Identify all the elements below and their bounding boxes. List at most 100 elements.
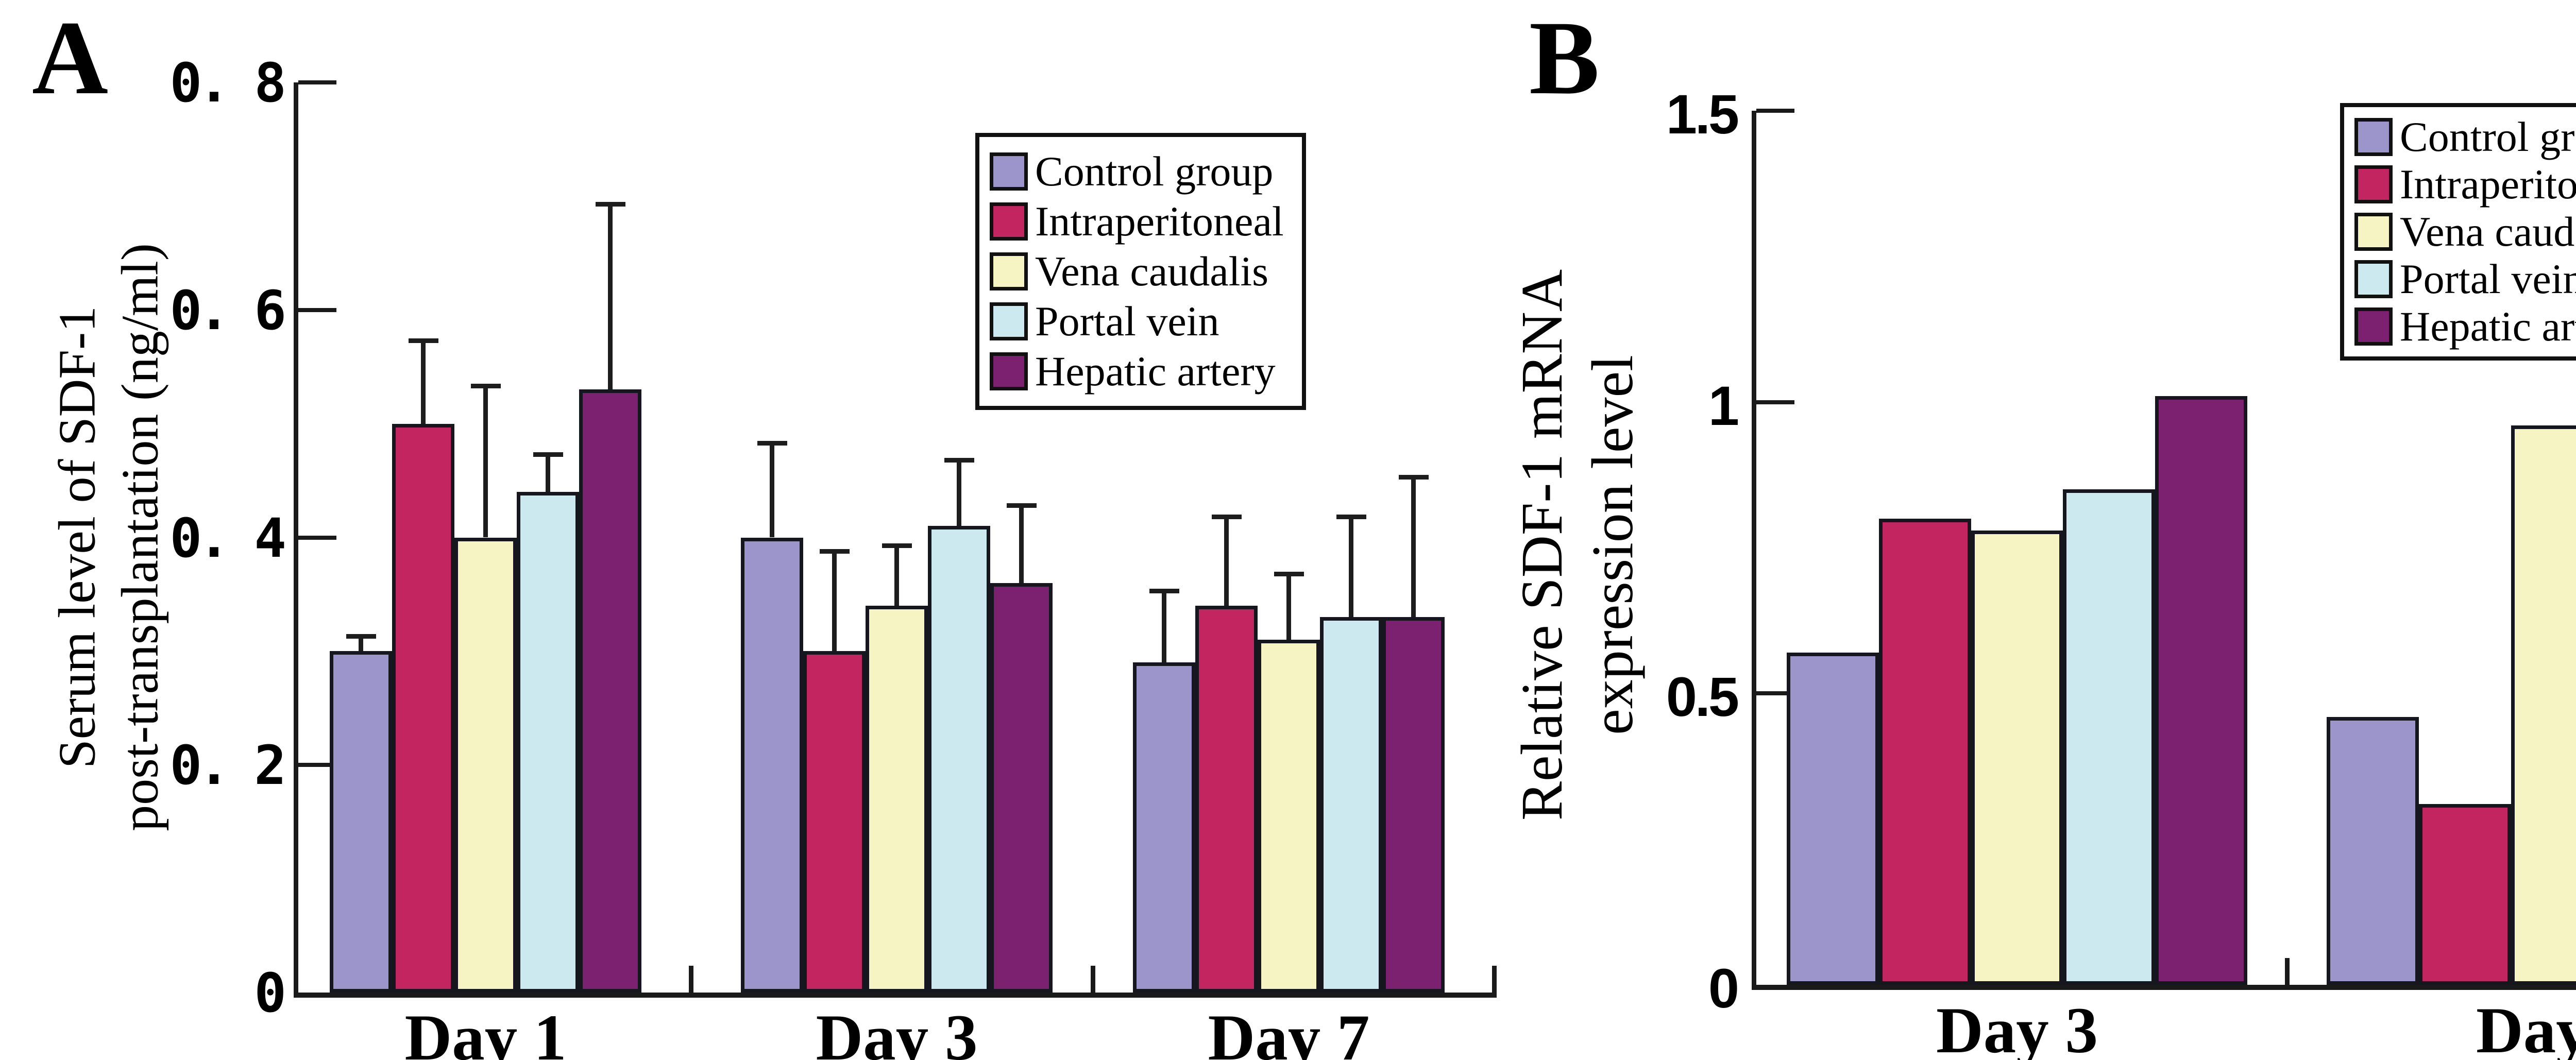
error-bar-stem bbox=[957, 457, 961, 526]
error-bar-cap bbox=[533, 452, 563, 457]
legend-swatch-vena-caudalis bbox=[2354, 213, 2393, 251]
legend-item: Control group bbox=[2354, 113, 2576, 161]
panel-a-x-axis bbox=[294, 993, 1497, 998]
bar-vena-caudalis bbox=[1971, 530, 2063, 985]
y-axis-tick-label: 0. 4 bbox=[170, 506, 286, 570]
error-bar-stem bbox=[894, 543, 899, 606]
bar-vena-caudalis bbox=[1258, 640, 1320, 993]
y-axis-tick bbox=[298, 535, 336, 540]
y-axis-tick bbox=[1756, 109, 1794, 113]
error-bar-cap bbox=[1006, 503, 1037, 508]
bar-portal-vein bbox=[517, 492, 579, 993]
legend-label: Control group bbox=[1035, 148, 1274, 195]
error-bar-cap bbox=[595, 201, 625, 207]
legend-label: Vena caudalis bbox=[2400, 208, 2576, 255]
error-bar-cap bbox=[1398, 475, 1429, 480]
legend-label: Hepatic artery bbox=[2400, 303, 2576, 350]
bar-portal-vein bbox=[1320, 617, 1382, 993]
bar-control-group bbox=[741, 537, 803, 993]
legend-swatch-vena-caudalis bbox=[990, 252, 1028, 290]
bar-vena-caudalis bbox=[454, 537, 517, 993]
error-bar-stem bbox=[1224, 515, 1229, 606]
bar-intraperitoneal bbox=[392, 423, 454, 993]
legend-swatch-control-group bbox=[990, 152, 1028, 191]
bar-control-group bbox=[1133, 662, 1195, 993]
y-axis-tick bbox=[298, 307, 336, 312]
error-bar-stem bbox=[421, 338, 426, 424]
bar-intraperitoneal bbox=[803, 651, 866, 993]
legend-item: Control group bbox=[990, 147, 1302, 197]
error-bar-cap bbox=[1336, 515, 1366, 520]
category-label: Day 7 bbox=[1208, 1002, 1370, 1060]
bar-hepatic-artery bbox=[579, 389, 641, 993]
legend-swatch-intraperitoneal bbox=[2354, 165, 2393, 203]
legend-item: Intraperitoneal bbox=[990, 197, 1302, 247]
panel-a-y-axis bbox=[294, 82, 298, 997]
bar-hepatic-artery bbox=[2155, 396, 2247, 985]
error-bar-cap bbox=[1274, 571, 1304, 576]
bar-hepatic-artery bbox=[990, 583, 1053, 993]
error-bar-stem bbox=[1286, 571, 1291, 640]
error-bar-stem bbox=[1411, 475, 1416, 618]
bar-hepatic-artery bbox=[1382, 617, 1445, 993]
bar-vena-caudalis bbox=[866, 606, 928, 993]
category-label: Day 1 bbox=[404, 1002, 567, 1060]
legend-label: Portal vein bbox=[2400, 255, 2576, 302]
panel-b-x-axis bbox=[1752, 985, 2576, 990]
y-axis-tick-label: 0 bbox=[254, 962, 286, 1024]
category-label: Day 3 bbox=[1936, 995, 2098, 1060]
y-axis-tick-label: 1.5 bbox=[1666, 83, 1739, 145]
category-label: Day 7 bbox=[2476, 995, 2576, 1060]
legend-item: Portal vein bbox=[990, 297, 1302, 347]
bar-portal-vein bbox=[2063, 489, 2156, 985]
y-axis-tick-label: 0. 6 bbox=[170, 279, 286, 342]
error-bar-cap bbox=[757, 440, 787, 446]
y-axis-tick-label: 0.5 bbox=[1666, 665, 1739, 728]
legend-label: Portal vein bbox=[1035, 298, 1219, 345]
legend-label: Vena caudalis bbox=[1035, 248, 1269, 295]
legend-item: Portal vein bbox=[2354, 255, 2576, 303]
bar-intraperitoneal bbox=[1878, 518, 1971, 985]
error-bar-stem bbox=[1349, 515, 1353, 618]
bar-control-group bbox=[2327, 716, 2419, 985]
legend-swatch-control-group bbox=[2354, 118, 2393, 156]
bar-control-group bbox=[1787, 653, 1879, 985]
legend-swatch-hepatic-artery bbox=[990, 352, 1028, 390]
bar-vena-caudalis bbox=[2511, 425, 2576, 985]
y-axis-tick bbox=[1756, 400, 1794, 404]
y-axis-tick-label: 0 bbox=[1708, 957, 1739, 1019]
error-bar-stem bbox=[608, 201, 613, 390]
y-axis-tick bbox=[298, 763, 336, 767]
error-bar-cap bbox=[1149, 588, 1179, 593]
error-bar-cap bbox=[408, 338, 438, 343]
legend-label: Control group bbox=[2400, 113, 2576, 160]
bar-portal-vein bbox=[928, 526, 990, 993]
legend-item: Hepatic artery bbox=[2354, 303, 2576, 350]
panel-a-letter: A bbox=[32, 0, 109, 116]
legend-label: Hepatic artery bbox=[1035, 348, 1276, 395]
panel-a-legend: Control group Intraperitoneal Vena caudali… bbox=[975, 133, 1306, 410]
error-bar-cap bbox=[944, 457, 974, 463]
legend-item: Vena caudalis bbox=[2354, 208, 2576, 255]
legend-item: Intraperitoneal bbox=[2354, 161, 2576, 208]
legend-label: Intraperitoneal bbox=[2400, 161, 2576, 208]
error-bar-stem bbox=[483, 384, 488, 538]
bar-intraperitoneal bbox=[1195, 606, 1258, 993]
x-axis-group-tick bbox=[1090, 966, 1095, 993]
x-axis-end-tick bbox=[1492, 966, 1497, 993]
category-label: Day 3 bbox=[816, 1002, 978, 1060]
error-bar-cap bbox=[819, 549, 850, 554]
error-bar-stem bbox=[359, 634, 363, 652]
x-axis-group-tick bbox=[2284, 958, 2290, 985]
y-axis-tick bbox=[298, 80, 336, 84]
error-bar-stem bbox=[1019, 503, 1024, 583]
legend-item: Vena caudalis bbox=[990, 247, 1302, 297]
y-axis-tick-label: 0. 2 bbox=[170, 734, 286, 797]
legend-item: Hepatic artery bbox=[990, 347, 1302, 397]
error-bar-stem bbox=[546, 452, 550, 492]
legend-swatch-intraperitoneal bbox=[990, 202, 1028, 241]
